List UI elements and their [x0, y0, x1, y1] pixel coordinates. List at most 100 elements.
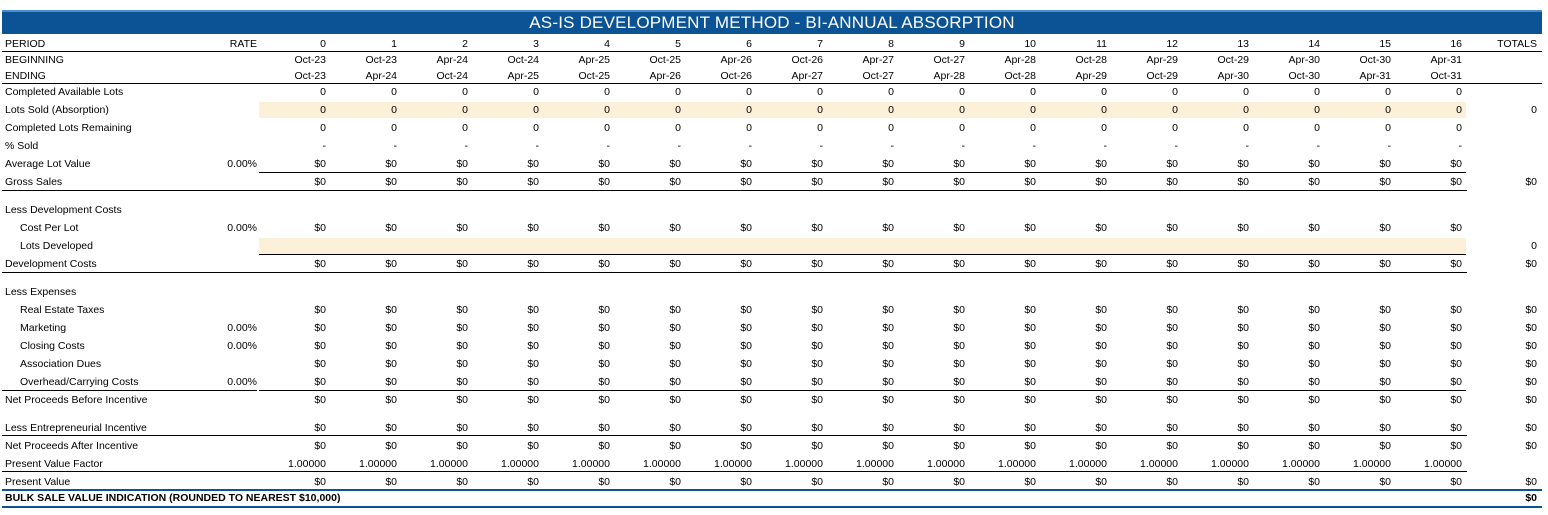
row-label-development-costs: Development Costs: [5, 258, 97, 270]
period-value: $0: [1166, 222, 1178, 234]
beginning-date: Oct-24: [507, 54, 539, 66]
period-value: 0: [1172, 104, 1178, 116]
period-number: 8: [888, 38, 894, 50]
period-number: 5: [675, 38, 681, 50]
period-value: $0: [456, 394, 468, 406]
ending-date: Apr-27: [791, 70, 823, 82]
period-value: $0: [1095, 394, 1107, 406]
period-value: $0: [385, 376, 397, 388]
period-value: -: [1174, 140, 1179, 152]
period-value: $0: [740, 440, 752, 452]
period-value: $0: [1166, 376, 1178, 388]
period-value: $0: [1024, 258, 1036, 270]
period-value: $0: [669, 440, 681, 452]
period-value: $0: [811, 422, 823, 434]
ending-date: Oct-25: [578, 70, 610, 82]
period-value: $0: [1379, 394, 1391, 406]
period-value: $0: [811, 158, 823, 170]
beginning-date: Oct-30: [1359, 54, 1391, 66]
period-value: $0: [1379, 340, 1391, 352]
period-value: $0: [1166, 358, 1178, 370]
period-value: $0: [456, 476, 468, 488]
period-value: $0: [882, 440, 894, 452]
period-value: $0: [1379, 304, 1391, 316]
period-value: 0: [1101, 122, 1107, 134]
period-value: $0: [953, 440, 965, 452]
period-value: 1.00000: [359, 458, 397, 470]
period-value: 0: [1314, 86, 1320, 98]
period-value: $0: [1237, 376, 1249, 388]
period-value: 1.00000: [785, 458, 823, 470]
period-value: $0: [1237, 358, 1249, 370]
ending-date: Apr-28: [933, 70, 965, 82]
period-value: $0: [740, 322, 752, 334]
period-value: 0: [746, 104, 752, 116]
period-value: 0: [1456, 86, 1462, 98]
period-value: $0: [385, 422, 397, 434]
period-value: $0: [527, 304, 539, 316]
period-value: $0: [1308, 358, 1320, 370]
sheet-title: AS-IS DEVELOPMENT METHOD - BI-ANNUAL ABS…: [2, 10, 1542, 34]
input-highlight-band: [259, 102, 1466, 118]
total-value: $0: [1525, 358, 1537, 370]
period-value: 1.00000: [501, 458, 539, 470]
period-value: 1.00000: [927, 458, 965, 470]
period-value: $0: [1166, 394, 1178, 406]
period-value: $0: [1024, 358, 1036, 370]
period-value: $0: [1308, 422, 1320, 434]
period-value: $0: [1308, 340, 1320, 352]
period-value: $0: [385, 304, 397, 316]
row-label-completed-available-lots: Completed Available Lots: [5, 86, 124, 98]
period-value: 1.00000: [1211, 458, 1249, 470]
total-value: $0: [1525, 258, 1537, 270]
period-value: 0: [1030, 104, 1036, 116]
period-value: 1.00000: [714, 458, 752, 470]
period-value: $0: [669, 304, 681, 316]
period-value: $0: [1308, 476, 1320, 488]
period-value: $0: [385, 394, 397, 406]
beginning-date: Apr-27: [862, 54, 894, 66]
period-value: $0: [1450, 358, 1462, 370]
period-value: $0: [1450, 394, 1462, 406]
period-value: $0: [811, 440, 823, 452]
period-value: $0: [527, 258, 539, 270]
period-value: $0: [527, 322, 539, 334]
rate-value: 0.00%: [227, 376, 257, 388]
period-value: $0: [953, 358, 965, 370]
period-value: $0: [1095, 222, 1107, 234]
period-value: $0: [598, 222, 610, 234]
period-number: 15: [1379, 38, 1391, 50]
beginning-date: Oct-23: [365, 54, 397, 66]
period-value: $0: [314, 258, 326, 270]
period-value: -: [1458, 140, 1463, 152]
period-value: $0: [740, 340, 752, 352]
period-value: $0: [1450, 222, 1462, 234]
period-value: $0: [669, 258, 681, 270]
period-value: $0: [385, 176, 397, 188]
rate-value: 0.00%: [227, 340, 257, 352]
period-value: $0: [1095, 358, 1107, 370]
period-value: -: [1103, 140, 1108, 152]
period-value: 0: [888, 104, 894, 116]
period-value: $0: [1024, 322, 1036, 334]
period-value: 1.00000: [643, 458, 681, 470]
total-value: $0: [1525, 322, 1537, 334]
period-value: $0: [456, 158, 468, 170]
total-rule: [2, 190, 1467, 191]
period-value: 0: [1243, 122, 1249, 134]
beginning-date: Apr-31: [1430, 54, 1462, 66]
ending-date: Apr-30: [1217, 70, 1249, 82]
period-value: $0: [882, 258, 894, 270]
period-value: $0: [669, 358, 681, 370]
period-value: $0: [669, 158, 681, 170]
period-value: $0: [1237, 304, 1249, 316]
period-value: $0: [811, 222, 823, 234]
period-value: $0: [1237, 422, 1249, 434]
period-value: -: [819, 140, 824, 152]
period-value: $0: [1308, 158, 1320, 170]
period-value: $0: [598, 340, 610, 352]
period-value: $0: [314, 222, 326, 234]
total-value: $0: [1525, 340, 1537, 352]
total-rule: [2, 435, 1467, 436]
